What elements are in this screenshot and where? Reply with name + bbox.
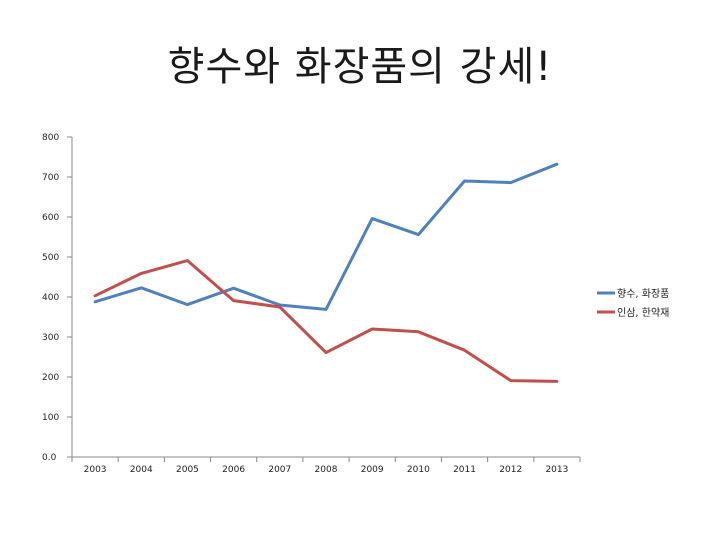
x-tick-label: 2004 [130, 465, 153, 475]
x-tick-label: 2007 [268, 465, 291, 475]
legend-label: 향수, 화장품 [617, 288, 669, 300]
x-tick-label: 2006 [222, 465, 245, 475]
legend-label: 인삼, 한약재 [617, 307, 669, 319]
chart-title: 향수와 화장품의 강세! [167, 44, 553, 90]
y-tick-label: 800 [42, 133, 59, 143]
y-tick-label: 700 [42, 173, 59, 183]
x-tick-label: 2011 [453, 465, 476, 475]
x-tick-label: 2010 [407, 465, 430, 475]
x-tick-label: 2005 [176, 465, 199, 475]
y-tick-label: 100 [42, 413, 59, 423]
x-tick-label: 2012 [499, 465, 522, 475]
y-tick-label: 0.0 [42, 453, 57, 463]
series-line-2 [93, 259, 559, 383]
y-tick-label: 600 [42, 213, 59, 223]
x-tick-label: 2003 [84, 465, 107, 475]
y-tick-label: 200 [42, 373, 59, 383]
x-tick-label: 2013 [545, 465, 568, 475]
x-tick-label: 2008 [315, 465, 338, 475]
y-tick-label: 300 [42, 333, 59, 343]
x-tick-label: 2009 [361, 465, 384, 475]
y-tick-label: 500 [42, 253, 59, 263]
series-line-1 [93, 162, 559, 311]
y-tick-label: 400 [42, 293, 59, 303]
